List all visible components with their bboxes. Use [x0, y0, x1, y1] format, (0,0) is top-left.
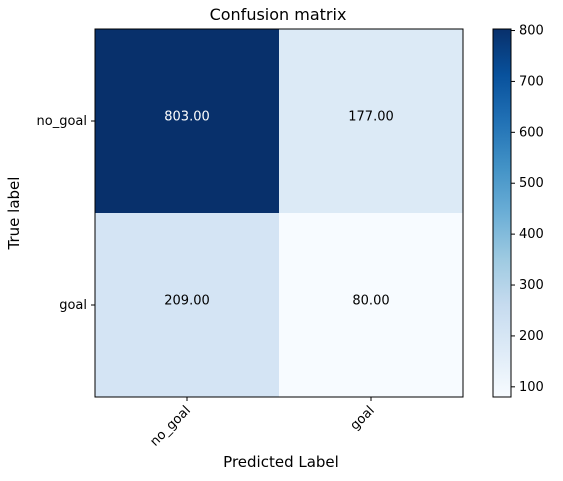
- x-axis-ticks: no_goal goal: [148, 397, 378, 450]
- cell-value-label: 80.00: [352, 294, 389, 309]
- colorbar: [493, 29, 511, 397]
- x-tick-label: goal: [348, 403, 378, 433]
- y-tick-label: no_goal: [37, 114, 87, 129]
- chart-title: Confusion matrix: [210, 5, 347, 24]
- colorbar-frame: [492, 28, 512, 398]
- colorbar-tick-label: 700: [519, 74, 544, 89]
- colorbar-tick-label: 400: [519, 227, 544, 242]
- cell-value-label: 803.00: [164, 110, 210, 125]
- colorbar-tick-label: 200: [519, 329, 544, 344]
- plot-frame: [94, 28, 464, 398]
- cell-value-label: 177.00: [348, 110, 394, 125]
- colorbar-tick-label: 600: [519, 125, 544, 140]
- heatmap-cell: [95, 29, 279, 213]
- x-axis-label: Predicted Label: [223, 453, 339, 471]
- y-tick-label: goal: [59, 298, 87, 313]
- colorbar-tick-label: 800: [519, 24, 544, 39]
- colorbar-tick-label: 300: [519, 278, 544, 293]
- heatmap-cell: [95, 213, 279, 397]
- heatmap-cell: [279, 29, 463, 213]
- colorbar-tick-label: 100: [519, 380, 544, 395]
- colorbar-tick-label: 500: [519, 176, 544, 191]
- cell-value-label: 209.00: [164, 294, 210, 309]
- heatmap-cell: [279, 213, 463, 397]
- heatmap-cells: 803.00 177.00 209.00 80.00: [95, 29, 463, 397]
- x-tick-label: no_goal: [148, 403, 194, 449]
- y-axis-label: True label: [5, 177, 23, 251]
- colorbar-ticks: 100 200 300 400 500 600 700 800: [511, 24, 544, 395]
